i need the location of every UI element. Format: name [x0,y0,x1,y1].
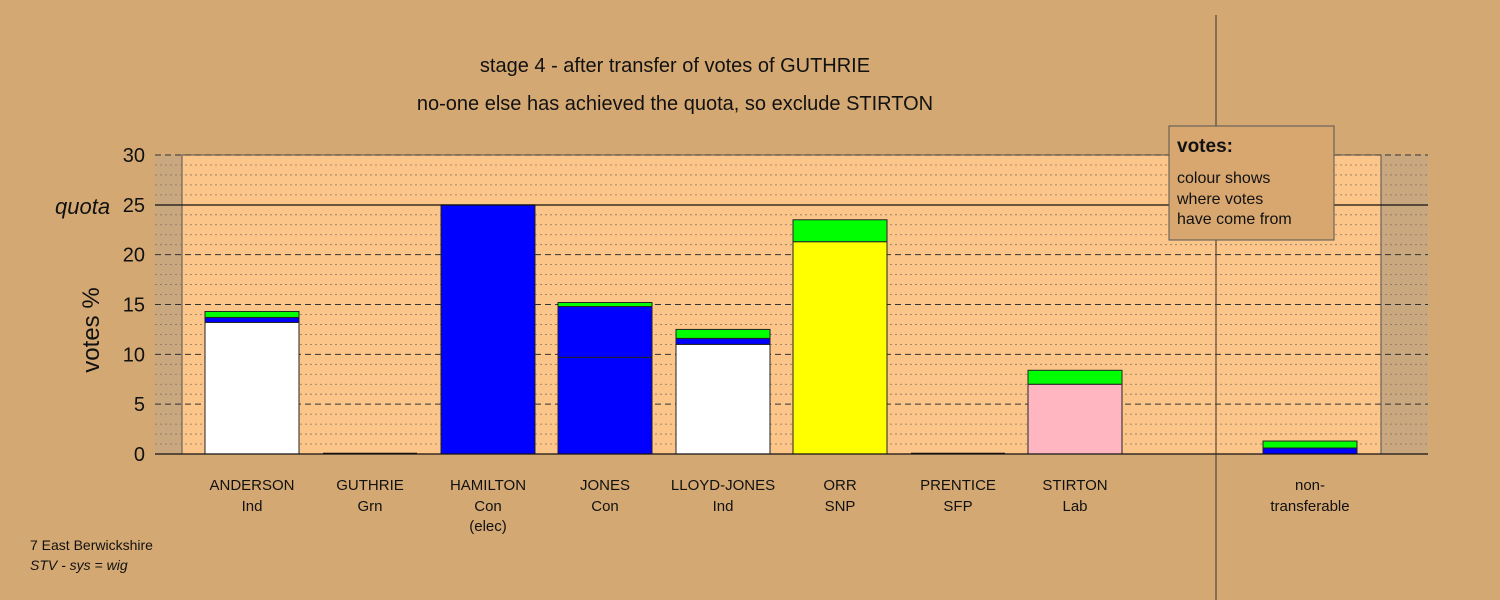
legend: votes: colour shows where votes have com… [1168,125,1335,241]
y-axis-ticks: 0 5 10 15 20 25 30 [123,145,145,466]
legend-line-3: have come from [1177,211,1292,228]
candidate-note: (elec) [469,518,507,535]
candidate-name: STIRTON [1042,477,1107,494]
nontransferable-label: transferable [1270,498,1349,515]
bars [204,204,1358,455]
system-label: STV - sys = wig [30,557,128,573]
bar-segment [1027,369,1123,385]
bar-segment [1027,383,1123,455]
y-tick-label: 20 [123,245,145,267]
candidate-party: Ind [242,498,263,515]
candidate-party: Con [591,498,619,515]
y-tick-label: 5 [134,394,145,416]
candidate-party: Ind [713,498,734,515]
bar-segment [792,241,888,455]
legend-box [1168,125,1335,241]
nontransferable-label: non- [1295,477,1325,494]
candidate-name: HAMILTON [450,477,526,494]
bar-segment [204,321,300,455]
bar-segment [675,328,771,339]
bar-segment [557,305,653,358]
candidate-name: ANDERSON [209,477,294,494]
chart-title: stage 4 - after transfer of votes of GUT… [480,55,870,77]
bar-segment [1262,440,1358,449]
y-axis-label: votes % [78,287,105,372]
y-tick-label: 15 [123,295,145,317]
candidate-name: JONES [580,477,630,494]
constituency-label: 7 East Berwickshire [30,537,153,553]
x-axis-labels: ANDERSON Ind GUTHRIE Grn HAMILTON Con (elec) JO… [209,477,1349,535]
y-tick-label: 10 [123,344,145,366]
y-tick-label: 30 [123,145,145,167]
candidate-name: LLOYD-JONES [671,477,775,494]
bar-segment [557,302,653,307]
candidate-name: PRENTICE [920,477,996,494]
candidate-party: Grn [357,498,382,515]
legend-line-1: colour shows [1177,170,1270,187]
bar-segment [675,343,771,455]
bar-segment [675,337,771,345]
candidate-name: GUTHRIE [336,477,404,494]
y-tick-label: 0 [134,444,145,466]
candidate-party: Con [474,498,502,515]
y-tick-label: 25 [123,195,145,217]
quota-label: quota [55,194,110,219]
bar-segment [440,204,536,455]
bar-segment [792,219,888,243]
bar-segment [204,316,300,323]
bar-segment [204,310,300,318]
legend-line-2: where votes [1176,191,1263,208]
candidate-party: SNP [825,498,856,515]
chart-subtitle: no-one else has achieved the quota, so e… [417,93,933,115]
candidate-party: Lab [1062,498,1087,515]
bar-segment [557,356,653,455]
legend-title: votes: [1177,136,1233,157]
bar-segment [1262,447,1358,455]
candidate-name: ORR [823,477,857,494]
candidate-party: SFP [943,498,972,515]
